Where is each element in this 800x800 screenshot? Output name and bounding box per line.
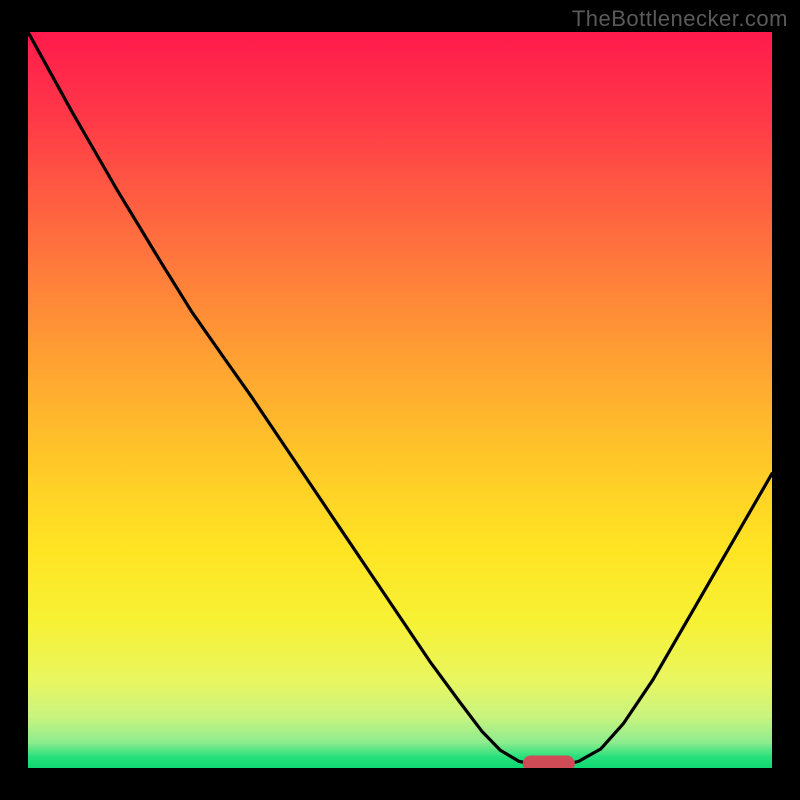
watermark-text: TheBottlenecker.com [572,6,788,32]
optimum-marker[interactable] [523,755,575,768]
chart-plot-area [28,32,772,768]
bottleneck-chart [28,32,772,768]
chart-background [28,32,772,768]
